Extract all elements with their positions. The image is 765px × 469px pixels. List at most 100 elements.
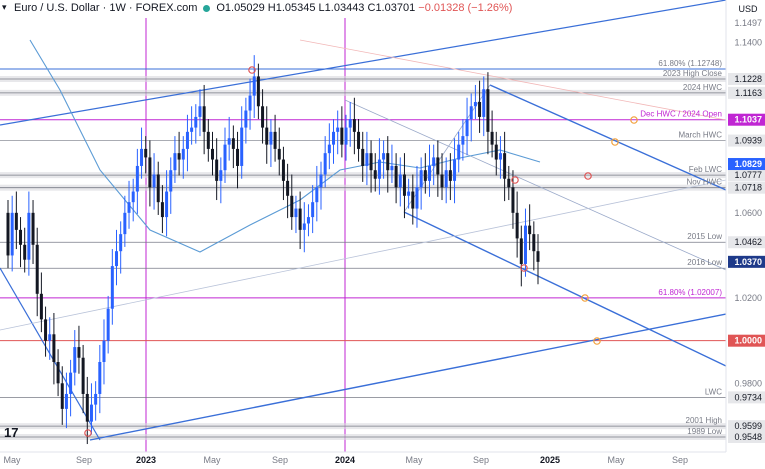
candle-body (131, 191, 135, 203)
candle-body (227, 138, 231, 145)
candle-body (98, 361, 102, 394)
candle-body (419, 170, 423, 188)
price-tag: 1.1037 (734, 115, 762, 125)
candle-body (319, 174, 323, 188)
level-tag: 1.0718 (734, 183, 762, 193)
candle-body (140, 148, 144, 166)
candle-body (123, 212, 127, 235)
candle-body (448, 170, 452, 181)
candle-body (327, 144, 331, 154)
candle-body (382, 153, 386, 160)
level-tag: 1.1228 (734, 74, 762, 84)
candle-body (52, 334, 56, 362)
level-tag-bg (728, 391, 765, 404)
trend-line (299, 39, 726, 121)
candle-body (515, 212, 519, 239)
candle-body (48, 334, 52, 341)
candle-body (198, 106, 202, 117)
candle-body (298, 208, 302, 230)
candle-body (89, 404, 93, 422)
time-axis-label: May (3, 455, 21, 465)
time-axis-label: 2023 (136, 455, 156, 465)
candle-body (336, 127, 340, 132)
candle-body (407, 191, 411, 196)
price-tag-bg (728, 158, 765, 171)
candle-body (119, 234, 123, 252)
level-tag: 1.0939 (734, 136, 762, 146)
candle-body (148, 157, 152, 188)
ohlc-high: H1.05345 (267, 2, 316, 14)
candle-body (169, 170, 173, 192)
candle-body (427, 165, 431, 181)
candle-body (398, 174, 402, 188)
candle-body (244, 110, 248, 128)
candle-body (60, 383, 64, 409)
candle-body (210, 148, 214, 160)
candle-body (436, 157, 440, 175)
candle-body (265, 127, 269, 145)
candle-body (81, 357, 85, 394)
trend-line (344, 99, 726, 271)
marker-circle (520, 264, 528, 272)
candle-body (511, 187, 515, 213)
time-axis-label: Sep (272, 455, 288, 465)
candle-body (31, 212, 35, 245)
candle-body (323, 153, 327, 175)
level-label: 2023 High Close (663, 69, 723, 78)
candle-body (19, 229, 23, 245)
candle-body (469, 106, 473, 120)
candle-body (165, 191, 169, 218)
candle-body (277, 148, 281, 160)
level-tag: 0.9599 (734, 421, 762, 431)
price-tag-bg (728, 334, 765, 347)
time-axis-label: Sep (76, 455, 92, 465)
candle-body (369, 153, 373, 171)
candle-body (206, 131, 210, 149)
candle-body (115, 251, 119, 267)
level-tag-bg (728, 431, 765, 444)
candle-body (519, 238, 523, 264)
candle-body (365, 153, 369, 166)
price-tag-bg (728, 255, 765, 268)
level-label: 2015 Low (687, 232, 722, 241)
marker-circle (584, 172, 592, 180)
level-label: Nov HWC (686, 178, 722, 187)
price-tag-bg (728, 113, 765, 126)
candle-body (6, 212, 10, 256)
candle-body (144, 148, 148, 158)
ohlc-change: −0.01328 (−1.26%) (418, 2, 513, 14)
marker-circle (593, 337, 601, 345)
time-axis-label: 2025 (540, 455, 560, 465)
time-axis-label: Sep (672, 455, 688, 465)
collapse-chevron-icon[interactable]: ▾ (2, 2, 7, 12)
candle-body (453, 159, 457, 181)
candle-body (390, 165, 394, 171)
candle-body (290, 195, 294, 218)
candle-body (348, 119, 352, 128)
level-label: 1989 Low (687, 427, 722, 436)
level-label: 2001 High (686, 416, 722, 425)
level-label: March HWC (678, 131, 722, 140)
time-axis-label: May (203, 455, 221, 465)
candle-body (286, 180, 290, 196)
candle-body (357, 131, 361, 149)
level-tag-bg (728, 134, 765, 147)
time-axis-label: Sep (473, 455, 489, 465)
candle-body (85, 393, 89, 422)
candle-body (248, 95, 252, 111)
candle-body (231, 138, 235, 149)
candle-body (56, 361, 60, 384)
candle-body (173, 153, 177, 171)
symbol-title[interactable]: Euro / U.S. Dollar · 1W · FOREX.com (14, 2, 198, 14)
candle-body (64, 393, 68, 409)
candle-body (352, 119, 356, 132)
axis-tick-label: 0.9800 (734, 378, 762, 388)
time-axis-label: May (405, 455, 423, 465)
candle-body (202, 106, 206, 132)
candle-body (494, 144, 498, 160)
candle-body (14, 212, 18, 230)
candle-body (127, 202, 131, 213)
candle-body (94, 393, 98, 405)
time-axis-label: 2024 (335, 455, 355, 465)
